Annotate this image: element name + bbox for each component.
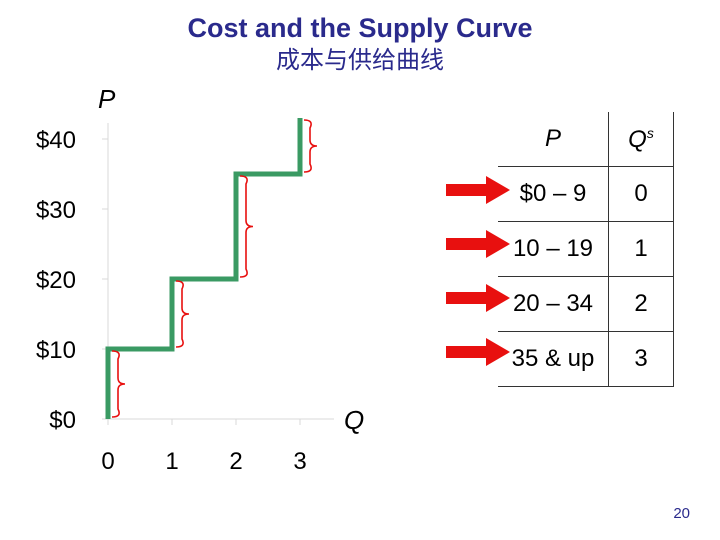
supply-schedule-table: P Qs $0 – 9 0 10 – 19 1 20 – 34 2 35 & u… (498, 112, 674, 387)
row-arrow-shaft (446, 346, 488, 358)
range-brace (175, 280, 190, 348)
row-arrow-shaft (446, 292, 488, 304)
row-price: 10 – 19 (498, 221, 609, 277)
x-tick-label: 0 (101, 448, 114, 475)
header-price: P (498, 112, 609, 167)
row-price: 35 & up (498, 331, 609, 387)
range-brace (111, 350, 126, 418)
row-price: $0 – 9 (498, 166, 609, 222)
x-tick-label: 3 (293, 448, 306, 475)
slide-subtitle: 成本与供给曲线 (276, 46, 444, 74)
y-tick-label: $30 (36, 197, 76, 224)
table-row: 10 – 19 1 (498, 221, 674, 277)
x-axis-label: Q (344, 405, 365, 435)
row-quantity: 3 (608, 331, 674, 387)
slide-title-block: Cost and the Supply Curve 成本与供给曲线 (0, 12, 720, 76)
y-tick-label: $20 (36, 267, 76, 294)
x-tick-label: 2 (229, 448, 242, 475)
supply-step-line (105, 118, 303, 419)
row-quantity: 2 (608, 276, 674, 332)
table-row: 35 & up 3 (498, 331, 674, 387)
table-row: $0 – 9 0 (498, 166, 674, 222)
page-number: 20 (673, 505, 690, 522)
y-tick-label: $40 (36, 127, 76, 154)
row-quantity: 0 (608, 166, 674, 222)
header-quantity-label: Q (628, 125, 647, 153)
table-row: 20 – 34 2 (498, 276, 674, 332)
y-tick-label: $10 (36, 337, 76, 364)
row-quantity: 1 (608, 221, 674, 277)
slide-title: Cost and the Supply Curve (187, 13, 533, 43)
range-brace (239, 175, 254, 278)
header-quantity-sup: s (646, 124, 654, 141)
table-header-row: P Qs (498, 112, 674, 167)
x-tick-label: 1 (165, 448, 178, 475)
row-arrow-shaft (446, 238, 488, 250)
header-quantity: Qs (608, 112, 674, 167)
y-axis-label: P (98, 84, 116, 114)
range-brace (303, 119, 318, 173)
row-price: 20 – 34 (498, 276, 609, 332)
y-tick-label: $0 (49, 407, 76, 434)
row-arrow-shaft (446, 184, 488, 196)
